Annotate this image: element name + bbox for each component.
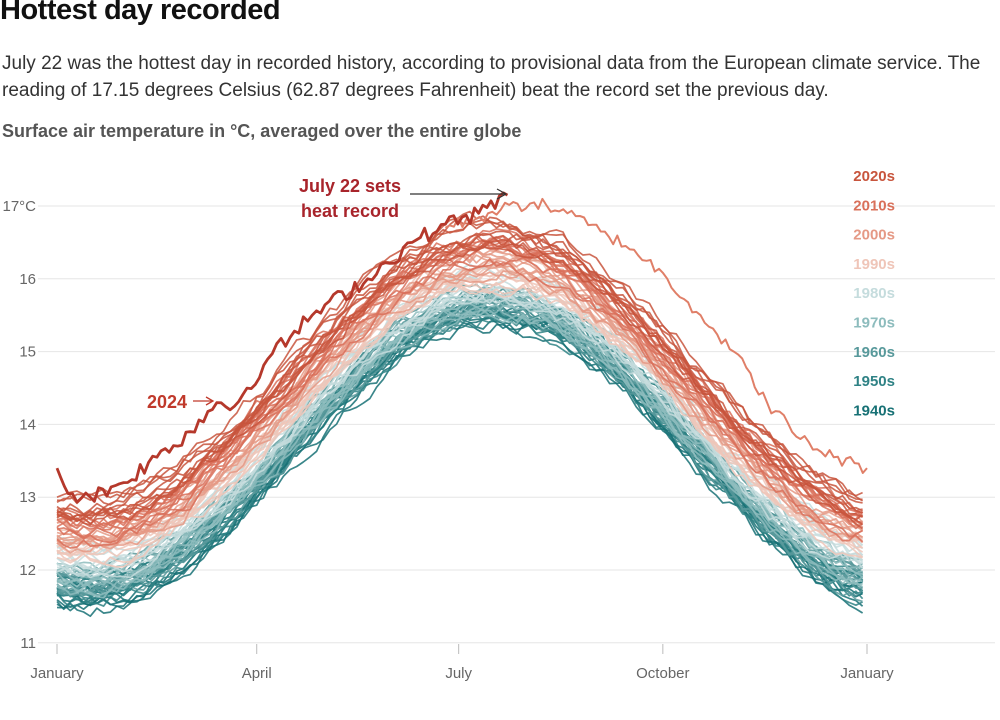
legend-item-1980s: 1980s bbox=[853, 285, 895, 302]
series-lines bbox=[55, 191, 868, 618]
year-line bbox=[56, 257, 864, 549]
chart-heading: Surface air temperature in °C, averaged … bbox=[2, 121, 522, 141]
x-tick-label: October bbox=[636, 665, 689, 682]
annotation-record-arrowhead bbox=[496, 188, 508, 200]
legend-item-2000s: 2000s bbox=[853, 227, 895, 244]
year-line bbox=[57, 281, 864, 565]
annotations: July 22 sets heat record 2024 bbox=[147, 176, 508, 412]
year-line bbox=[56, 246, 863, 538]
series-2020s bbox=[56, 210, 864, 530]
x-tick-label: July bbox=[445, 665, 472, 682]
annotation-2024-label: 2024 bbox=[147, 392, 187, 412]
y-tick-label: 11 bbox=[20, 635, 36, 652]
year-line bbox=[56, 258, 863, 549]
year-line bbox=[56, 294, 864, 589]
series-line-2024 bbox=[55, 191, 509, 504]
x-tick-label: January bbox=[30, 665, 84, 682]
y-tick-label: 15 bbox=[19, 344, 36, 361]
legend: 2020s 2010s 2000s 1990s 1980s 1970s 1960s 1950s… bbox=[853, 168, 895, 419]
y-tick-label: 12 bbox=[19, 562, 36, 579]
legend-item-1970s: 1970s bbox=[853, 315, 895, 332]
legend-item-1990s: 1990s bbox=[853, 256, 895, 273]
y-tick-label: 13 bbox=[19, 489, 36, 506]
x-tick-label: April bbox=[242, 665, 272, 682]
year-line bbox=[56, 290, 863, 583]
series-line-2023 bbox=[444, 197, 868, 474]
legend-item-2020s: 2020s bbox=[853, 168, 895, 185]
year-line bbox=[56, 232, 863, 517]
legend-item-1950s: 1950s bbox=[853, 373, 895, 390]
year-line bbox=[56, 240, 863, 528]
annotation-record-label: heat record bbox=[301, 201, 399, 221]
x-axis-ticks: January April July October January bbox=[30, 644, 894, 682]
temperature-chart: 17°C 16 15 14 13 12 11 January April July October… bbox=[2, 168, 995, 682]
year-line bbox=[56, 321, 863, 618]
y-tick-label: 14 bbox=[19, 416, 36, 433]
page-subtitle: July 22 was the hottest day in recorded … bbox=[2, 53, 981, 101]
y-tick-label: 16 bbox=[19, 271, 36, 288]
y-axis-ticks: 17°C 16 15 14 13 12 11 bbox=[2, 198, 36, 652]
annotation-2024-arrowhead bbox=[205, 396, 215, 406]
year-line bbox=[56, 218, 863, 515]
year-line bbox=[56, 245, 864, 526]
page-title: Hottest day recorded bbox=[0, 0, 281, 26]
legend-item-1940s: 1940s bbox=[853, 402, 895, 419]
x-tick-label: January bbox=[840, 665, 894, 682]
y-tick-label: 17°C bbox=[2, 198, 36, 215]
legend-item-1960s: 1960s bbox=[853, 344, 895, 361]
annotation-record-label: July 22 sets bbox=[299, 176, 401, 196]
legend-item-2010s: 2010s bbox=[853, 197, 895, 214]
